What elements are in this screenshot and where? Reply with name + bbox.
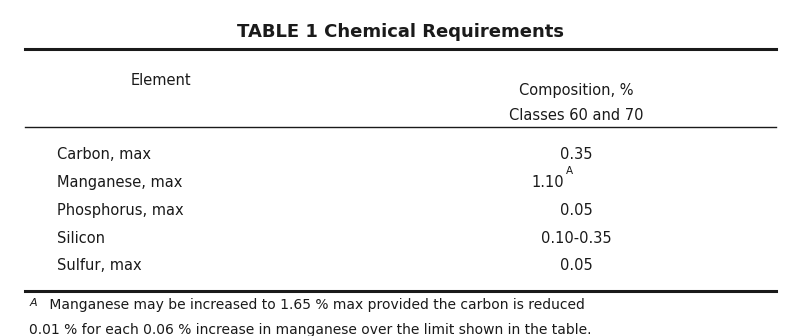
Text: 0.10-0.35: 0.10-0.35 — [541, 230, 611, 246]
Text: Manganese may be increased to 1.65 % max provided the carbon is reduced: Manganese may be increased to 1.65 % max… — [46, 298, 586, 312]
Text: Composition, %: Composition, % — [519, 83, 634, 98]
Text: A: A — [566, 166, 573, 176]
Text: Carbon, max: Carbon, max — [57, 147, 151, 162]
Text: 1.10: 1.10 — [532, 175, 564, 190]
Text: Silicon: Silicon — [57, 230, 105, 246]
Text: Sulfur, max: Sulfur, max — [57, 258, 142, 274]
Text: 0.05: 0.05 — [560, 258, 593, 274]
Text: Element: Element — [131, 73, 191, 88]
Text: TABLE 1 Chemical Requirements: TABLE 1 Chemical Requirements — [237, 23, 564, 41]
Text: 0.35: 0.35 — [560, 147, 593, 162]
Text: Classes 60 and 70: Classes 60 and 70 — [509, 108, 643, 123]
Text: Phosphorus, max: Phosphorus, max — [57, 203, 184, 218]
Text: Manganese, max: Manganese, max — [57, 175, 183, 190]
Text: A: A — [30, 298, 37, 308]
Text: 0.05: 0.05 — [560, 203, 593, 218]
Text: 0.01 % for each 0.06 % increase in manganese over the limit shown in the table.: 0.01 % for each 0.06 % increase in manga… — [30, 323, 592, 336]
